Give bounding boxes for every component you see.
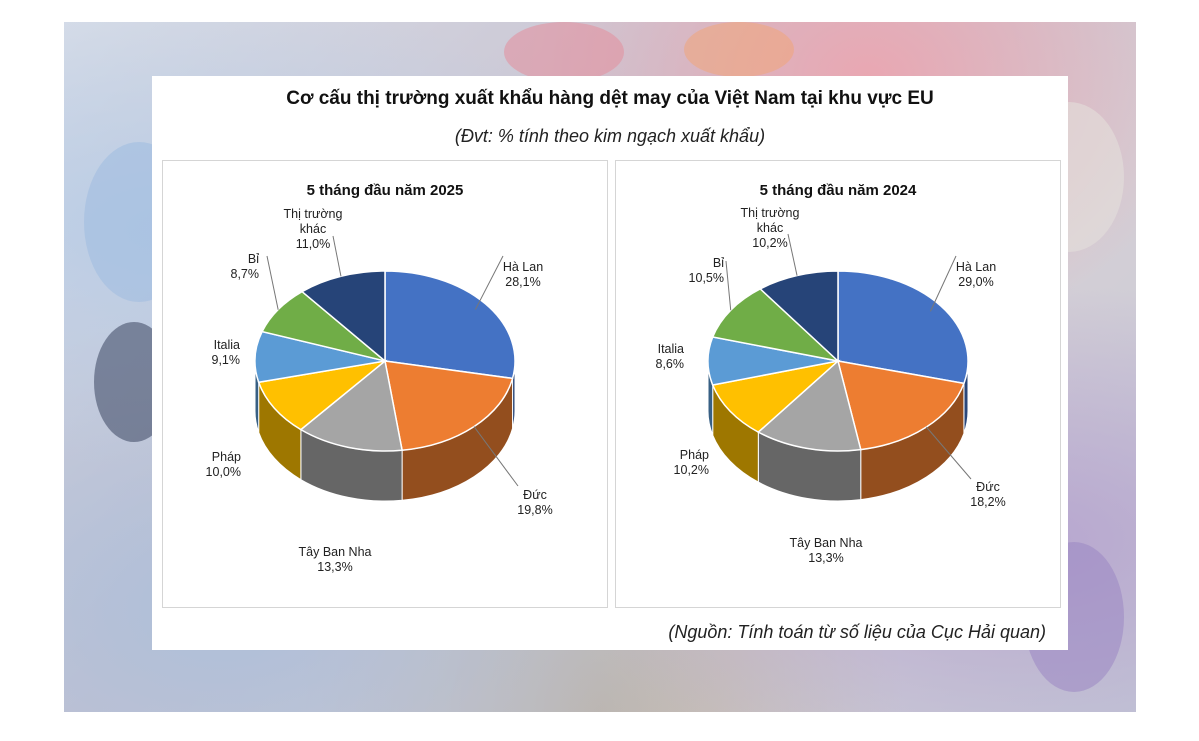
leader-line — [926, 426, 972, 480]
infographic-card: Cơ cấu thị trường xuất khẩu hàng dệt may… — [152, 76, 1068, 650]
chart-title: Cơ cấu thị trường xuất khẩu hàng dệt may… — [286, 88, 934, 109]
pie-panel-2025: 5 tháng đầu năm 2025 Hà Lan 28,1% Đức 19,8% T… — [162, 160, 608, 608]
slice-label-phap: Pháp 10,0% — [206, 450, 241, 479]
leader-line — [787, 233, 798, 276]
slice-label-duc: Đức 19,8% — [517, 488, 552, 517]
slice-label-tay-ban-nha: Tây Ban Nha 13,3% — [790, 536, 863, 565]
leader-line — [725, 260, 732, 311]
pie-slice-bi — [711, 287, 841, 363]
pie-title: 5 tháng đầu năm 2025 — [307, 182, 464, 199]
slice-label-italia: Italia 9,1% — [212, 338, 241, 367]
pie-top — [707, 270, 969, 452]
leader-line — [929, 255, 957, 312]
slice-label-thi-truong-khac: Thị trường khác 11,0% — [284, 207, 343, 251]
pie-labels: Hà Lan 28,1% Đức 19,8% Tây Ban Nha 13,3% Pháp 1… — [206, 207, 553, 574]
pie-title: 5 tháng đầu năm 2024 — [760, 182, 917, 199]
pie-top — [254, 270, 516, 452]
pie-slice-thi-truong-khac — [300, 270, 386, 363]
pie-labels: Hà Lan 29,0% Đức 18,2% Tây Ban Nha 13,3% Pháp 1… — [656, 206, 1006, 565]
pie-slice-phap — [711, 359, 841, 434]
pie-slice-tay-ban-nha — [757, 359, 862, 452]
source-note: (Nguồn: Tính toán từ số liệu của Cục Hải… — [668, 622, 1046, 642]
slice-label-italia: Italia 8,6% — [656, 342, 685, 371]
slice-label-bi: Bỉ 8,7% — [231, 252, 260, 281]
pie-slice-ha-lan — [837, 270, 969, 385]
slice-label-tay-ban-nha: Tây Ban Nha 13,3% — [299, 545, 372, 574]
slice-label-thi-truong-khac: Thị trường khác 10,2% — [741, 206, 800, 250]
pie-chart-2025: 5 tháng đầu năm 2025 Hà Lan 28,1% Đức 19,8% T… — [206, 182, 553, 574]
chart-subtitle: (Đvt: % tính theo kim ngạch xuất khẩu) — [454, 126, 766, 146]
slice-label-duc: Đức 18,2% — [970, 480, 1005, 509]
slice-label-ha-lan: Hà Lan 28,1% — [503, 260, 543, 289]
leader-line — [332, 235, 342, 277]
pie-chart-2024: 5 tháng đầu năm 2024 Hà Lan 29,0% Đức 18,2% T… — [656, 182, 1006, 565]
leader-line — [473, 426, 519, 487]
pie-slice-phap — [257, 359, 388, 431]
pie-slice-thi-truong-khac — [758, 270, 839, 363]
pie-panel-2024: 5 tháng đầu năm 2024 Hà Lan 29,0% Đức 18,2% T… — [615, 160, 1061, 608]
slice-label-bi: Bỉ 10,5% — [689, 256, 725, 285]
pie-slice-ha-lan — [384, 270, 516, 380]
slice-label-ha-lan: Hà Lan 29,0% — [956, 260, 996, 289]
leader-line — [474, 255, 504, 310]
pie-slice-tay-ban-nha — [299, 359, 403, 452]
leader-line — [266, 255, 279, 310]
slice-label-phap: Pháp 10,2% — [674, 448, 709, 477]
